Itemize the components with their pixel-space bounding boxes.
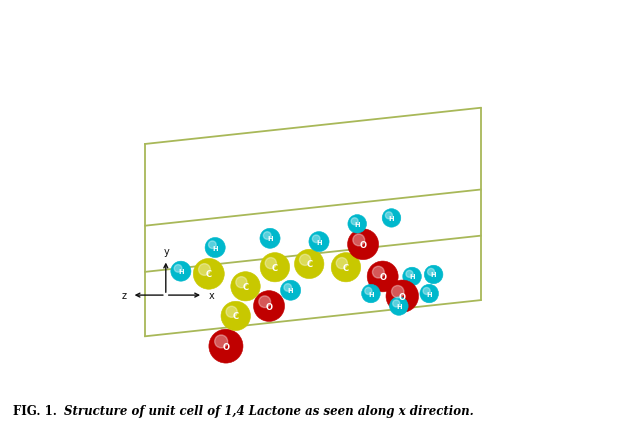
Circle shape: [392, 300, 400, 307]
Circle shape: [253, 291, 284, 322]
Text: H: H: [267, 236, 273, 242]
Circle shape: [215, 335, 228, 348]
Text: C: C: [272, 263, 278, 272]
Circle shape: [300, 255, 311, 266]
Circle shape: [382, 209, 401, 227]
Circle shape: [312, 236, 320, 243]
Text: C: C: [206, 270, 212, 279]
Circle shape: [174, 265, 182, 273]
Circle shape: [367, 262, 398, 292]
Circle shape: [260, 229, 280, 249]
Circle shape: [420, 285, 439, 303]
Text: Structure of unit cell of 1,4 Lactone as seen along x direction.: Structure of unit cell of 1,4 Lactone as…: [64, 404, 474, 417]
Text: FIG. 1.: FIG. 1.: [13, 404, 61, 417]
Circle shape: [331, 253, 361, 282]
Text: C: C: [343, 263, 349, 272]
Text: H: H: [427, 291, 432, 297]
Text: H: H: [389, 216, 394, 222]
Circle shape: [309, 232, 329, 252]
Circle shape: [423, 288, 430, 295]
Circle shape: [221, 302, 250, 331]
Circle shape: [389, 297, 408, 316]
Circle shape: [209, 242, 216, 249]
Text: O: O: [379, 272, 386, 281]
Circle shape: [424, 266, 443, 284]
Text: H: H: [396, 303, 402, 309]
Text: H: H: [288, 288, 293, 294]
Text: C: C: [233, 312, 239, 321]
Text: z: z: [122, 291, 127, 300]
Circle shape: [231, 272, 260, 301]
Circle shape: [365, 288, 372, 295]
Circle shape: [295, 250, 324, 279]
Text: O: O: [399, 292, 406, 301]
Text: O: O: [360, 240, 367, 249]
Circle shape: [427, 269, 435, 276]
Text: H: H: [410, 274, 415, 280]
Circle shape: [226, 307, 237, 318]
Circle shape: [259, 296, 270, 308]
Circle shape: [236, 277, 247, 288]
Circle shape: [406, 271, 413, 278]
Text: H: H: [368, 291, 374, 297]
Text: H: H: [178, 268, 184, 274]
Circle shape: [281, 281, 301, 301]
Text: O: O: [222, 342, 229, 351]
Circle shape: [362, 285, 380, 303]
Circle shape: [372, 267, 384, 278]
Text: H: H: [316, 239, 322, 245]
Text: H: H: [212, 245, 218, 251]
Circle shape: [351, 218, 358, 225]
Text: O: O: [265, 302, 272, 311]
Circle shape: [403, 268, 422, 286]
Circle shape: [348, 215, 367, 233]
Text: H: H: [355, 222, 360, 227]
Text: C: C: [306, 260, 312, 269]
Circle shape: [205, 238, 225, 258]
Circle shape: [260, 253, 289, 282]
Text: y: y: [164, 246, 169, 256]
Circle shape: [392, 286, 404, 298]
Circle shape: [265, 258, 276, 269]
Circle shape: [198, 264, 210, 276]
Circle shape: [209, 329, 243, 363]
Circle shape: [284, 284, 291, 291]
Text: C: C: [243, 282, 248, 291]
Circle shape: [336, 258, 348, 269]
Circle shape: [353, 234, 365, 246]
Text: x: x: [209, 291, 215, 300]
Circle shape: [386, 212, 392, 219]
Circle shape: [264, 232, 271, 240]
Circle shape: [348, 229, 379, 260]
Circle shape: [386, 280, 418, 313]
Text: H: H: [431, 272, 437, 278]
Circle shape: [171, 262, 191, 282]
Circle shape: [193, 259, 224, 290]
